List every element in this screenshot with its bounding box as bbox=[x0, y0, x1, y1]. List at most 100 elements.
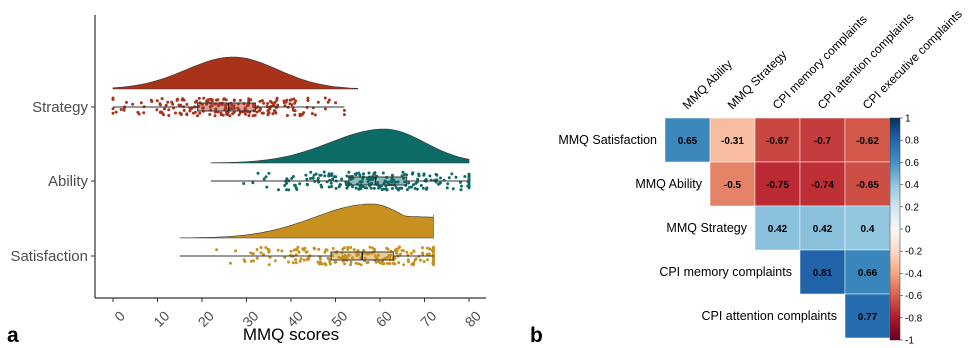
data-point bbox=[160, 97, 164, 101]
data-point bbox=[357, 262, 361, 266]
heatmap-row-label: CPI memory complaints bbox=[659, 265, 792, 279]
data-point bbox=[260, 99, 264, 103]
data-point bbox=[459, 180, 462, 184]
data-point bbox=[221, 113, 225, 117]
data-point bbox=[324, 263, 328, 267]
data-point bbox=[346, 245, 350, 249]
data-point bbox=[294, 99, 298, 103]
colorbar-tick-label: -0.4 bbox=[905, 269, 923, 280]
data-point bbox=[396, 188, 400, 192]
data-point bbox=[288, 98, 292, 102]
data-point bbox=[243, 108, 247, 111]
data-point bbox=[396, 180, 400, 184]
data-point bbox=[200, 102, 204, 106]
data-point bbox=[342, 108, 346, 112]
data-point bbox=[358, 173, 362, 177]
data-point bbox=[256, 171, 260, 175]
data-point bbox=[185, 113, 189, 117]
data-point bbox=[323, 107, 327, 111]
y-tick-label: Strategy bbox=[32, 99, 88, 116]
data-point bbox=[363, 186, 367, 190]
heatmap-row-label: MMQ Strategy bbox=[666, 221, 747, 235]
data-point bbox=[366, 180, 370, 184]
data-point bbox=[342, 113, 346, 117]
colorbar-tick-label: 1 bbox=[905, 114, 911, 125]
data-point bbox=[428, 174, 432, 178]
data-point bbox=[282, 99, 286, 103]
data-point bbox=[196, 114, 199, 118]
data-point bbox=[309, 170, 313, 174]
heatmap-cell bbox=[844, 161, 891, 207]
density-cloud bbox=[179, 203, 434, 239]
heatmap-cell-value: -0.62 bbox=[856, 136, 879, 147]
heatmap-cell-value: -0.67 bbox=[766, 136, 789, 147]
data-point bbox=[197, 96, 201, 100]
box-iqr bbox=[348, 176, 408, 186]
data-point bbox=[385, 261, 389, 265]
data-point bbox=[292, 97, 296, 101]
data-point bbox=[230, 107, 234, 111]
data-point bbox=[394, 180, 398, 184]
data-point bbox=[247, 99, 251, 103]
data-point bbox=[382, 262, 386, 266]
data-point bbox=[210, 104, 214, 108]
data-point bbox=[273, 259, 277, 263]
data-point bbox=[343, 262, 347, 266]
data-point bbox=[164, 103, 168, 107]
data-point bbox=[340, 177, 344, 181]
data-point bbox=[337, 185, 341, 189]
data-point bbox=[258, 99, 262, 103]
data-point bbox=[244, 112, 247, 116]
colorbar bbox=[889, 117, 901, 341]
data-point bbox=[253, 113, 257, 117]
data-point bbox=[302, 258, 306, 262]
data-point bbox=[232, 110, 236, 114]
data-point bbox=[362, 172, 365, 176]
data-point bbox=[360, 180, 364, 183]
data-point bbox=[349, 263, 352, 267]
data-point bbox=[412, 249, 416, 253]
data-point bbox=[247, 114, 251, 118]
data-point bbox=[327, 172, 331, 176]
x-tick-label: 20 bbox=[195, 308, 217, 330]
data-point bbox=[306, 96, 310, 100]
data-point bbox=[354, 261, 358, 265]
data-point bbox=[426, 258, 430, 262]
data-point bbox=[405, 188, 409, 192]
heatmap-cell bbox=[799, 249, 846, 295]
data-point bbox=[294, 261, 298, 265]
data-point bbox=[195, 99, 199, 103]
colorbar-tick-label: -0.8 bbox=[905, 313, 923, 324]
data-point bbox=[361, 185, 365, 188]
data-point bbox=[309, 177, 312, 180]
data-point bbox=[167, 114, 171, 117]
x-axis-title: MMQ scores bbox=[243, 325, 339, 344]
data-point bbox=[264, 175, 268, 179]
data-point bbox=[412, 183, 415, 187]
data-point bbox=[306, 99, 310, 103]
data-point bbox=[259, 251, 263, 255]
data-point bbox=[297, 250, 301, 254]
data-point bbox=[447, 176, 451, 180]
colorbar-tick-label: 0.4 bbox=[905, 180, 919, 191]
data-point bbox=[330, 185, 334, 188]
data-point bbox=[409, 251, 413, 255]
data-point bbox=[313, 247, 316, 251]
data-point bbox=[251, 181, 255, 185]
colorbar-tick-label: -0.6 bbox=[905, 291, 923, 302]
heatmap-cell-value: 0.81 bbox=[813, 268, 833, 279]
data-point bbox=[155, 99, 159, 103]
heatmap-cell bbox=[844, 117, 891, 163]
data-point bbox=[234, 249, 237, 253]
data-point bbox=[323, 250, 327, 254]
data-point bbox=[232, 104, 236, 108]
data-point bbox=[182, 109, 186, 112]
data-point bbox=[412, 263, 415, 267]
data-point bbox=[454, 175, 458, 179]
panel-label-b: b bbox=[530, 324, 543, 347]
data-point bbox=[413, 258, 417, 262]
data-point bbox=[424, 187, 428, 191]
data-point bbox=[225, 102, 229, 106]
data-point bbox=[415, 187, 419, 191]
data-point bbox=[407, 260, 410, 264]
